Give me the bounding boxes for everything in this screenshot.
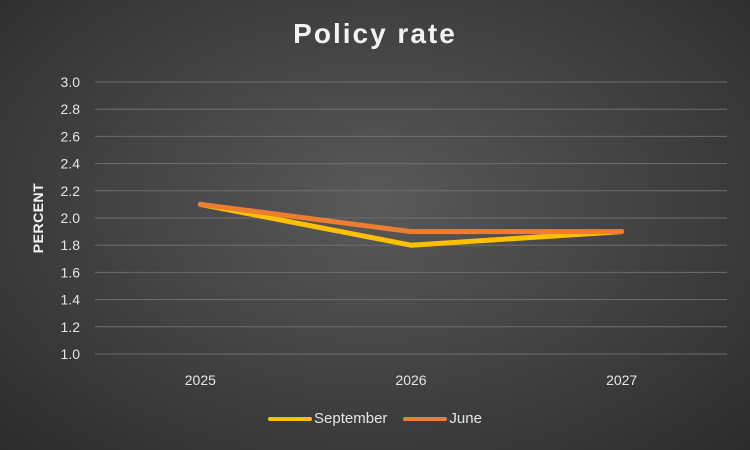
legend-label-september: September [314,410,388,427]
x-tick-label: 2025 [185,372,216,388]
y-tick-label: 1.2 [61,319,81,335]
series-line-june[interactable] [197,201,625,235]
y-tick-label: 2.4 [61,156,81,172]
legend-swatch-june [403,416,448,421]
legend: September June [0,410,750,427]
legend-item-september[interactable]: September [268,410,387,427]
x-tick-labels: 2025 2026 2027 [185,372,638,388]
legend-swatch-september [268,416,313,421]
series-line-september[interactable] [197,201,625,248]
y-tick-label: 1.6 [61,264,81,280]
y-tick-label: 2.2 [61,183,81,199]
y-tick-label: 1.8 [61,237,81,253]
legend-label-june: June [449,410,482,427]
legend-item-june[interactable]: June [403,410,482,427]
y-tick-label: 1.4 [61,292,81,308]
y-tick-label: 3.0 [61,74,81,90]
chart-title: Policy rate [293,18,457,49]
y-tick-labels: 1.0 1.2 1.4 1.6 1.8 2.0 2.2 2.4 2.6 2.8 3.0 [61,74,81,362]
y-tick-label: 1.0 [61,346,81,362]
y-tick-label: 2.8 [61,101,81,117]
series-lines [197,201,625,248]
gridlines [95,81,727,355]
y-tick-label: 2.6 [61,128,81,144]
y-tick-label: 2.0 [61,210,81,226]
x-tick-label: 2027 [606,372,637,388]
x-tick-label: 2026 [395,372,426,388]
